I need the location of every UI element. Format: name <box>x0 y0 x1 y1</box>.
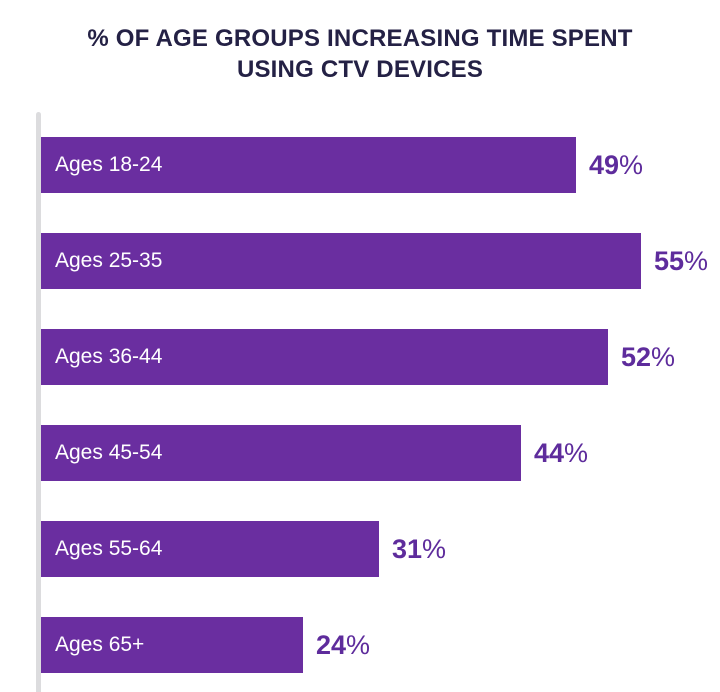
bar-row: Ages 65+ 24% <box>41 617 720 673</box>
bar-value-suffix: % <box>564 437 589 468</box>
bar-value-label: 24% <box>316 630 370 661</box>
bar-category-label: Ages 65+ <box>55 633 145 656</box>
ctv-age-groups-bar-chart: % OF AGE GROUPS INCREASING TIME SPENT US… <box>0 24 720 692</box>
bar-value-suffix: % <box>684 245 709 276</box>
bar-row: Ages 55-64 31% <box>41 521 720 577</box>
plot-area: Ages 18-24 49% Ages 25-35 55% Ages 36-44 52% A… <box>0 112 720 692</box>
bar-row: Ages 25-35 55% <box>41 233 720 289</box>
bar: Ages 45-54 <box>41 425 521 481</box>
bar-value-suffix: % <box>619 149 644 180</box>
bar-value-number: 49 <box>589 149 620 180</box>
bar: Ages 36-44 <box>41 329 608 385</box>
bar-value-number: 55 <box>654 245 685 276</box>
bars-container: Ages 18-24 49% Ages 25-35 55% Ages 36-44 52% A… <box>41 137 720 692</box>
bar-value-label: 44% <box>534 438 588 469</box>
bar-category-label: Ages 45-54 <box>55 441 163 464</box>
bar: Ages 25-35 <box>41 233 641 289</box>
bar: Ages 18-24 <box>41 137 576 193</box>
bar-value-number: 24 <box>316 629 347 660</box>
bar-value-number: 52 <box>621 341 652 372</box>
bar-category-label: Ages 36-44 <box>55 345 163 368</box>
bar-value-label: 31% <box>392 534 446 565</box>
bar-category-label: Ages 18-24 <box>55 153 163 176</box>
bar-value-label: 52% <box>621 342 675 373</box>
bar-value-suffix: % <box>346 629 371 660</box>
bar-row: Ages 36-44 52% <box>41 329 720 385</box>
bar-value-label: 49% <box>589 150 643 181</box>
bar: Ages 65+ <box>41 617 303 673</box>
bar-value-label: 55% <box>654 246 708 277</box>
bar-row: Ages 45-54 44% <box>41 425 720 481</box>
bar-value-number: 31 <box>392 533 423 564</box>
bar: Ages 55-64 <box>41 521 379 577</box>
bar-category-label: Ages 25-35 <box>55 249 163 272</box>
bar-value-suffix: % <box>422 533 447 564</box>
y-axis-line <box>36 112 41 692</box>
chart-title: % OF AGE GROUPS INCREASING TIME SPENT US… <box>87 25 633 83</box>
bar-category-label: Ages 55-64 <box>55 537 163 560</box>
bar-row: Ages 18-24 49% <box>41 137 720 193</box>
bar-value-number: 44 <box>534 437 565 468</box>
bar-value-suffix: % <box>651 341 676 372</box>
